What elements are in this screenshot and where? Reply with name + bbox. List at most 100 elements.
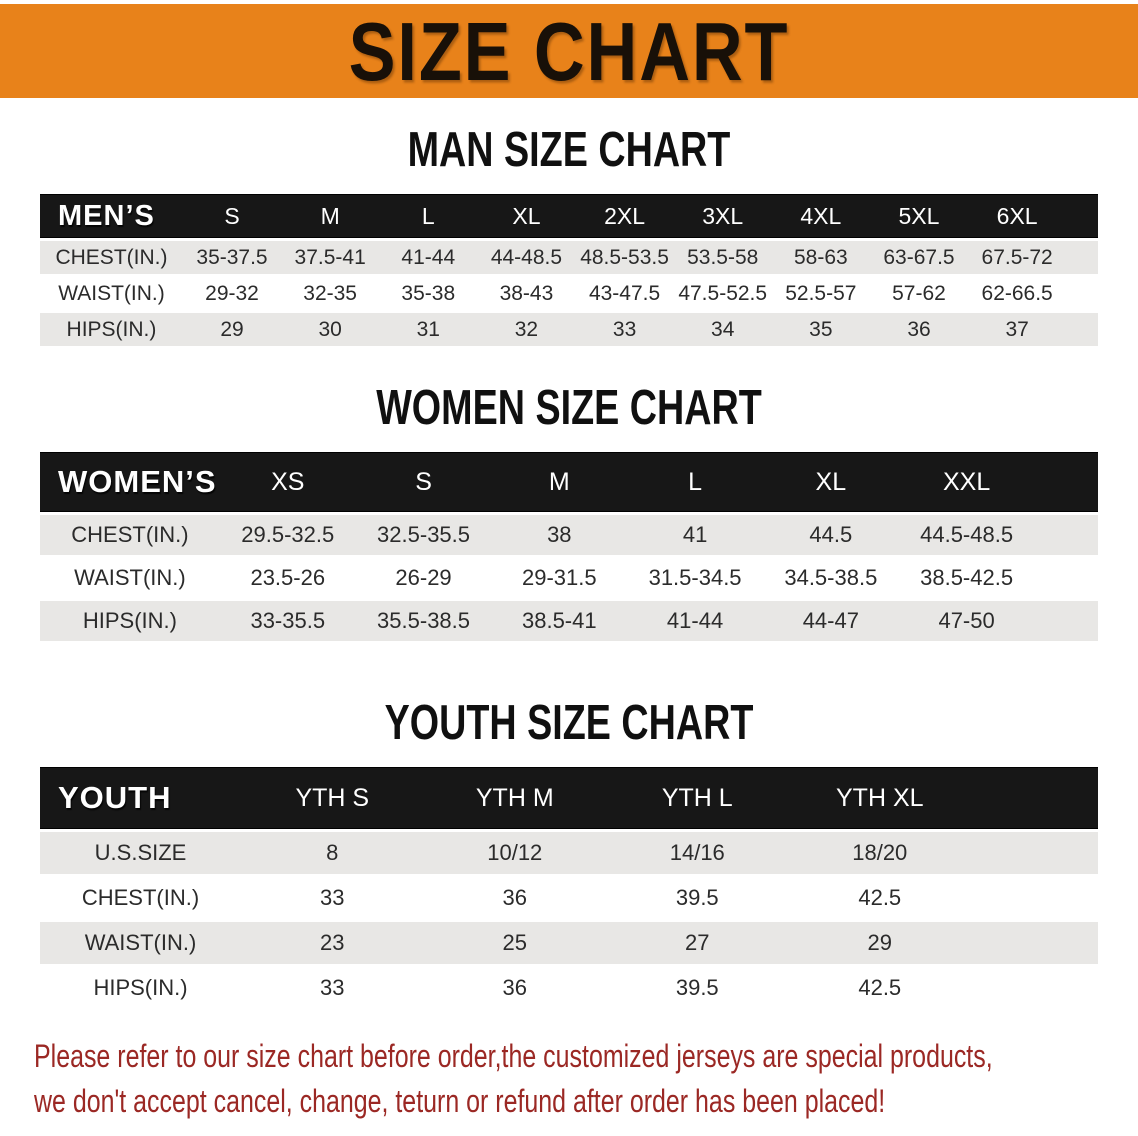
size-column-header: M: [281, 194, 380, 238]
size-value-cell: 36: [423, 877, 607, 919]
size-value-cell: 35-37.5: [182, 241, 282, 274]
disclaimer-line-2: we don't accept cancel, change, teturn o…: [34, 1083, 886, 1119]
men-size-table: MEN’S S M L XL 2XL 3XL 4XL 5XL 6XL CHEST(IN.) 35-37…: [40, 191, 1098, 349]
page-title: SIZE CHART: [348, 4, 790, 98]
size-value-cell: 57-62: [869, 277, 969, 310]
size-value-cell: 35-38: [379, 277, 478, 310]
size-value-cell: 30: [281, 313, 380, 346]
row-spacer: [971, 967, 1098, 1009]
header-spacer: [1066, 194, 1098, 238]
row-label: HIPS(IN.): [40, 967, 242, 1009]
size-value-cell: 53.5-58: [673, 241, 772, 274]
table-row: CHEST(IN.) 33 36 39.5 42.5: [40, 877, 1098, 919]
row-spacer: [1066, 313, 1098, 346]
size-value-cell: 33: [241, 877, 424, 919]
row-label: HIPS(IN.): [40, 313, 183, 346]
size-value-cell: 47.5-52.5: [673, 277, 772, 310]
size-column-header: 2XL: [575, 194, 674, 238]
table-row: HIPS(IN.) 33 36 39.5 42.5: [40, 967, 1098, 1009]
size-column-header: 6XL: [968, 194, 1067, 238]
size-value-cell: 31.5-34.5: [627, 558, 763, 598]
size-value-cell: 34: [673, 313, 772, 346]
size-value-cell: 35: [771, 313, 870, 346]
size-value-cell: 36: [869, 313, 969, 346]
row-label: CHEST(IN.): [40, 877, 242, 919]
disclaimer: Please refer to our size chart before or…: [34, 1034, 1138, 1124]
size-value-cell: 34.5-38.5: [762, 558, 899, 598]
youth-section-heading: YOUTH SIZE CHART: [384, 694, 754, 750]
size-value-cell: 29: [788, 922, 972, 964]
size-value-cell: 42.5: [788, 967, 972, 1009]
size-column-header: XS: [219, 452, 356, 512]
size-value-cell: 62-66.5: [968, 277, 1067, 310]
size-value-cell: 41-44: [627, 601, 763, 641]
table-corner-label: WOMEN’S: [40, 452, 220, 512]
size-value-cell: 8: [241, 832, 424, 874]
size-value-cell: 14/16: [606, 832, 789, 874]
size-value-cell: 35.5-38.5: [355, 601, 492, 641]
table-header-row: WOMEN’S XS S M L XL XXL: [40, 452, 1098, 512]
row-spacer: [1066, 241, 1098, 274]
row-spacer: [1034, 558, 1098, 598]
size-value-cell: 42.5: [788, 877, 972, 919]
table-row: U.S.SIZE 8 10/12 14/16 18/20: [40, 832, 1098, 874]
table-row: WAIST(IN.) 23 25 27 29: [40, 922, 1098, 964]
table-row: WAIST(IN.) 29-32 32-35 35-38 38-43 43-47.5 47.…: [40, 277, 1098, 310]
table-header-row: YOUTH YTH S YTH M YTH L YTH XL: [40, 767, 1098, 829]
size-value-cell: 47-50: [898, 601, 1035, 641]
size-value-cell: 33: [241, 967, 424, 1009]
youth-section: YOUTH SIZE CHART YOUTH YTH S YTH M YTH L YTH…: [0, 694, 1138, 1012]
table-row: HIPS(IN.) 29 30 31 32 33 34 35 36 37: [40, 313, 1098, 346]
size-value-cell: 38.5-42.5: [898, 558, 1035, 598]
table-row: CHEST(IN.) 35-37.5 37.5-41 41-44 44-48.5 48.5…: [40, 241, 1098, 274]
size-value-cell: 18/20: [788, 832, 972, 874]
size-value-cell: 10/12: [423, 832, 607, 874]
row-label: CHEST(IN.): [40, 241, 183, 274]
size-column-header: YTH M: [423, 767, 607, 829]
row-label: U.S.SIZE: [40, 832, 242, 874]
size-column-header: XL: [477, 194, 576, 238]
row-label: WAIST(IN.): [40, 922, 242, 964]
size-column-header: S: [182, 194, 282, 238]
header-spacer: [971, 767, 1098, 829]
size-value-cell: 52.5-57: [771, 277, 870, 310]
size-column-header: L: [379, 194, 478, 238]
size-value-cell: 25: [423, 922, 607, 964]
size-value-cell: 23: [241, 922, 424, 964]
size-value-cell: 29: [182, 313, 282, 346]
size-value-cell: 37.5-41: [281, 241, 380, 274]
women-section: WOMEN SIZE CHART WOMEN’S XS S M L XL XXL CHEST(…: [0, 379, 1138, 644]
size-value-cell: 26-29: [355, 558, 492, 598]
size-column-header: S: [355, 452, 492, 512]
size-value-cell: 33: [575, 313, 674, 346]
row-spacer: [971, 832, 1098, 874]
size-column-header: YTH XL: [788, 767, 972, 829]
size-value-cell: 29.5-32.5: [219, 515, 356, 555]
size-value-cell: 63-67.5: [869, 241, 969, 274]
size-column-header: XXL: [898, 452, 1035, 512]
row-label: WAIST(IN.): [40, 558, 220, 598]
title-banner: SIZE CHART: [0, 4, 1138, 98]
size-value-cell: 32: [477, 313, 576, 346]
size-value-cell: 44-47: [762, 601, 899, 641]
row-label: CHEST(IN.): [40, 515, 220, 555]
size-value-cell: 38-43: [477, 277, 576, 310]
size-value-cell: 44.5: [762, 515, 899, 555]
size-column-header: L: [627, 452, 763, 512]
size-value-cell: 43-47.5: [575, 277, 674, 310]
size-value-cell: 32.5-35.5: [355, 515, 492, 555]
size-value-cell: 38: [491, 515, 628, 555]
size-column-header: XL: [762, 452, 899, 512]
size-value-cell: 41: [627, 515, 763, 555]
size-value-cell: 33-35.5: [219, 601, 356, 641]
women-section-heading: WOMEN SIZE CHART: [376, 379, 762, 435]
table-row: CHEST(IN.) 29.5-32.5 32.5-35.5 38 41 44.5 44.5…: [40, 515, 1098, 555]
size-value-cell: 38.5-41: [491, 601, 628, 641]
size-value-cell: 67.5-72: [968, 241, 1067, 274]
youth-size-table: YOUTH YTH S YTH M YTH L YTH XL U.S.SIZE 8 10/12…: [40, 764, 1098, 1012]
size-value-cell: 48.5-53.5: [575, 241, 674, 274]
table-header-row: MEN’S S M L XL 2XL 3XL 4XL 5XL 6XL: [40, 194, 1098, 238]
size-column-header: 3XL: [673, 194, 772, 238]
size-column-header: 5XL: [869, 194, 969, 238]
row-label: HIPS(IN.): [40, 601, 220, 641]
